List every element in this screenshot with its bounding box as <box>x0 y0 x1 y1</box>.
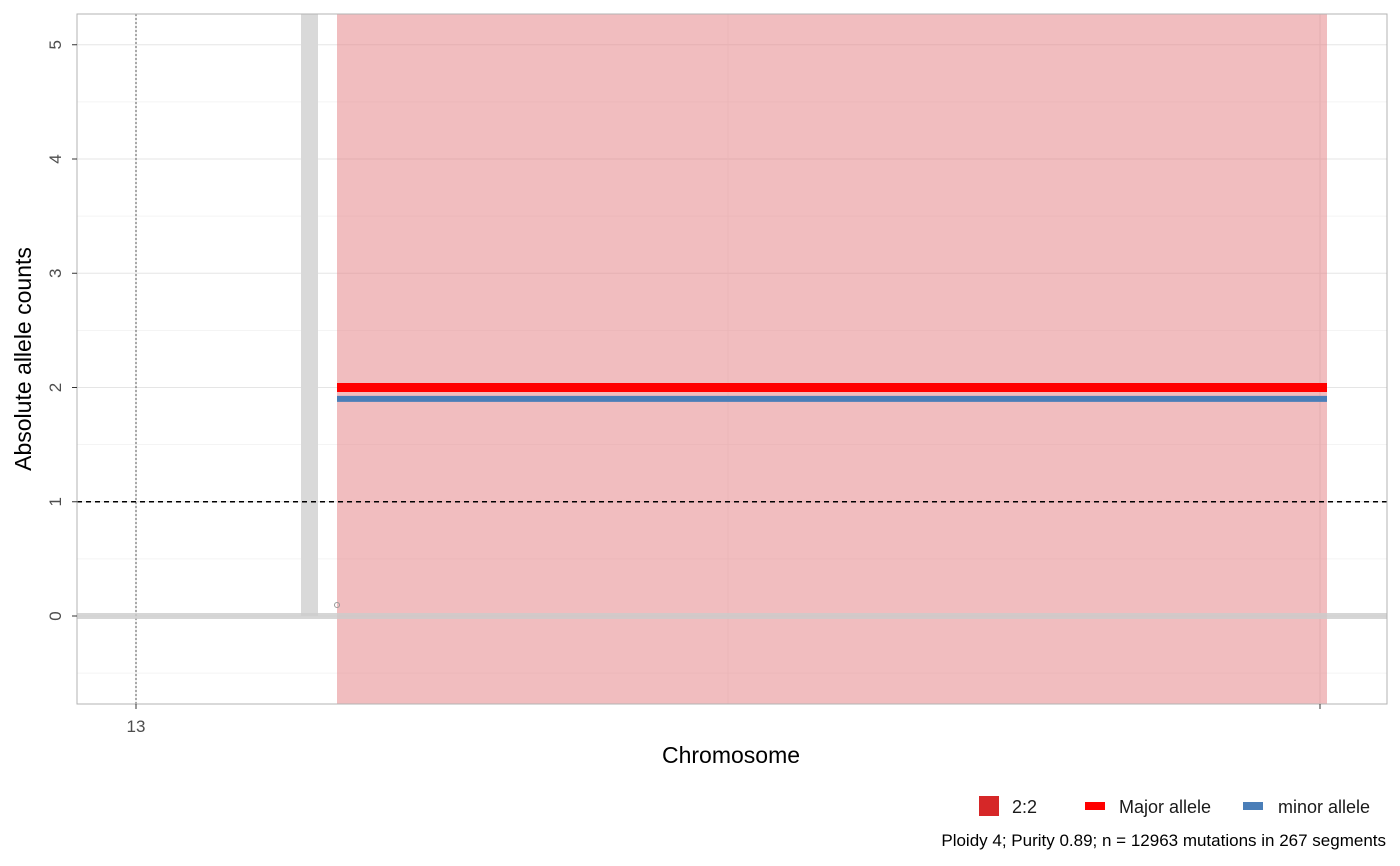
plot-caption: Ploidy 4; Purity 0.89; n = 12963 mutatio… <box>941 831 1386 850</box>
y-tick-label: 5 <box>46 40 65 49</box>
segment-start-marker <box>334 602 340 608</box>
y-tick-label: 0 <box>46 611 65 620</box>
segment-region-2-2 <box>337 14 1327 704</box>
y-axis: 0 1 2 3 4 5 <box>46 40 77 621</box>
x-axis: 13 <box>127 704 1321 736</box>
panel-border <box>76 13 1388 705</box>
y-tick-label: 4 <box>46 154 65 163</box>
y-tick-label: 1 <box>46 497 65 506</box>
plot-panel <box>76 13 1388 705</box>
x-tick-label: 13 <box>127 717 146 736</box>
legend-label-minor-allele: minor allele <box>1278 797 1370 817</box>
x-axis-title: Chromosome <box>662 742 800 768</box>
legend-label-major-allele: Major allele <box>1119 797 1211 817</box>
y-tick-label: 2 <box>46 383 65 392</box>
centromere-band <box>301 14 318 616</box>
legend-label-karyotype: 2:2 <box>1012 797 1037 817</box>
legend-swatch-karyotype <box>979 796 999 816</box>
segments-layer <box>337 14 1327 704</box>
y-axis-title: Absolute allele counts <box>10 247 36 471</box>
legend-swatch-major-allele <box>1085 802 1105 810</box>
legend: 2:2 Major allele minor allele <box>979 796 1370 817</box>
y-tick-label: 3 <box>46 269 65 278</box>
allele-lines <box>337 383 1327 402</box>
legend-swatch-minor-allele <box>1243 802 1263 810</box>
